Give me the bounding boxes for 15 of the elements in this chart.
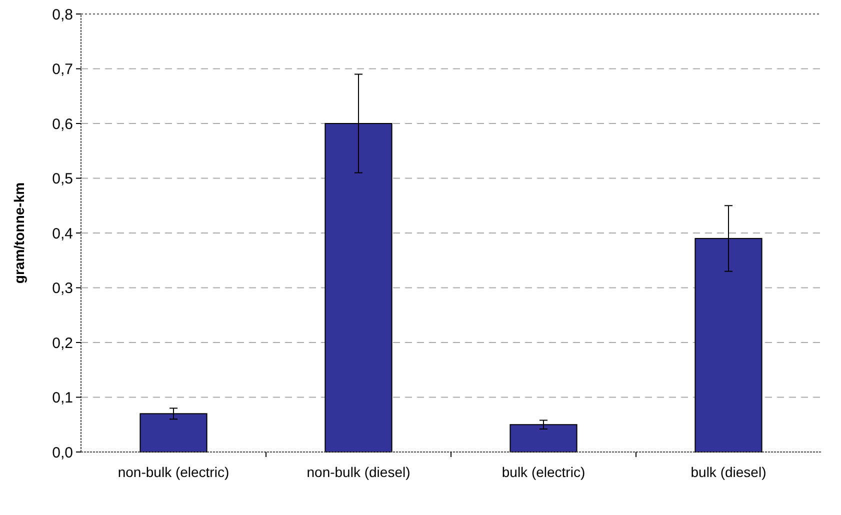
- bar: [510, 424, 578, 452]
- x-tick-label: bulk (diesel): [690, 464, 766, 480]
- x-tick-label: non-bulk (diesel): [306, 464, 410, 480]
- y-tick-label: 0,0: [52, 444, 73, 462]
- y-tick-label: 0,7: [52, 61, 73, 78]
- y-tick-label: 0,4: [52, 225, 73, 242]
- y-tick-label: 0,3: [52, 280, 73, 297]
- y-tick-label: 0,6: [52, 116, 73, 133]
- y-tick-label: 0,8: [52, 6, 73, 24]
- x-tick-label: non-bulk (electric): [118, 464, 230, 480]
- y-tick-label: 0,1: [52, 390, 73, 406]
- y-tick-label: 0,5: [52, 170, 73, 188]
- x-tick-label: bulk (electric): [502, 464, 586, 480]
- y-tick-label: 0,2: [52, 334, 73, 352]
- y-axis-title: gram/tonne-km: [11, 182, 27, 284]
